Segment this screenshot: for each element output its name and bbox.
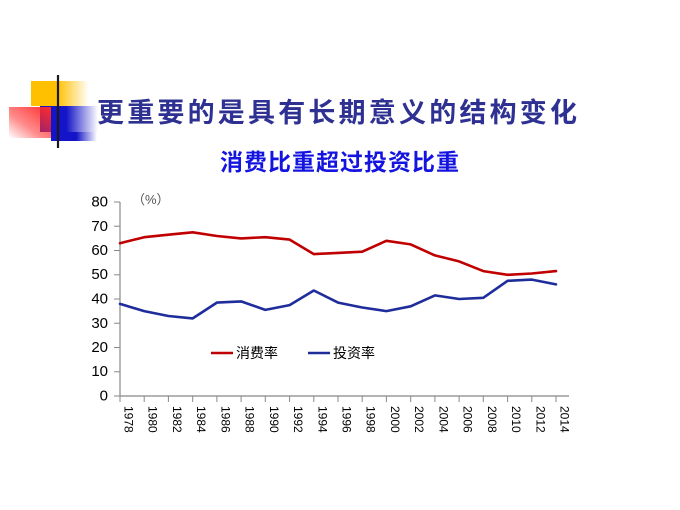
svg-text:投资率: 投资率 — [333, 343, 375, 363]
svg-text:50: 50 — [91, 266, 108, 283]
svg-text:2004: 2004 — [436, 406, 450, 433]
svg-text:0: 0 — [100, 388, 108, 405]
svg-text:1978: 1978 — [122, 406, 136, 433]
svg-text:1984: 1984 — [194, 406, 208, 433]
svg-text:1994: 1994 — [315, 406, 329, 433]
svg-text:2000: 2000 — [388, 406, 402, 433]
svg-text:10: 10 — [91, 363, 108, 380]
svg-text:30: 30 — [91, 315, 108, 332]
svg-text:1990: 1990 — [267, 406, 281, 433]
svg-text:消费率: 消费率 — [236, 343, 278, 363]
svg-text:70: 70 — [91, 218, 108, 235]
svg-text:1980: 1980 — [146, 406, 160, 433]
svg-text:80: 80 — [91, 194, 108, 211]
svg-text:（%）: （%） — [132, 192, 170, 207]
svg-text:2008: 2008 — [485, 406, 499, 433]
svg-text:2014: 2014 — [558, 406, 572, 433]
svg-text:20: 20 — [91, 339, 108, 356]
svg-text:2010: 2010 — [509, 406, 523, 433]
svg-text:1992: 1992 — [291, 406, 305, 433]
svg-text:1982: 1982 — [170, 406, 184, 433]
svg-text:1998: 1998 — [364, 406, 378, 433]
svg-text:60: 60 — [91, 242, 108, 259]
svg-text:2006: 2006 — [461, 406, 475, 433]
svg-text:1988: 1988 — [243, 406, 257, 433]
svg-text:2012: 2012 — [533, 406, 547, 433]
svg-text:1986: 1986 — [218, 406, 232, 433]
svg-text:1996: 1996 — [340, 406, 354, 433]
svg-text:2002: 2002 — [412, 406, 426, 433]
svg-text:40: 40 — [91, 291, 108, 308]
